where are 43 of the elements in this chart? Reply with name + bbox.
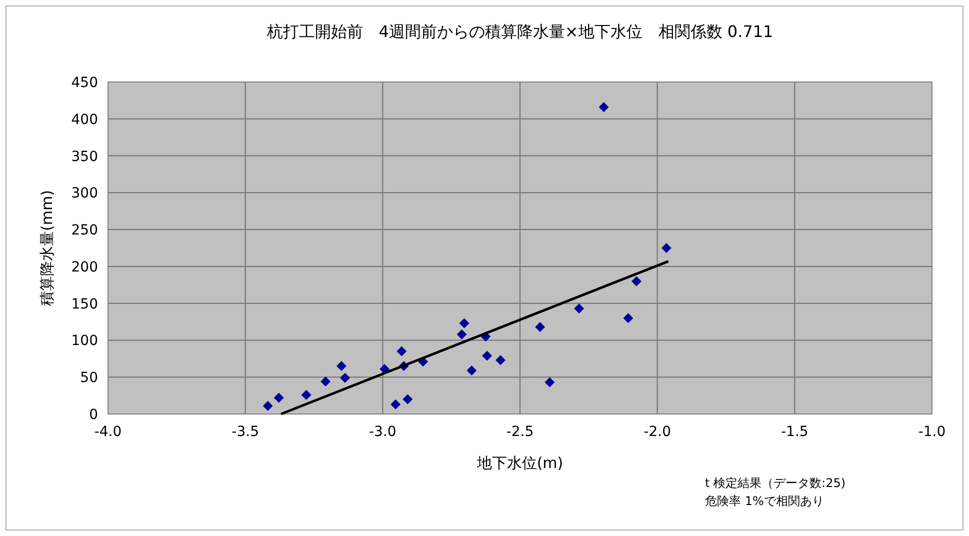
y-axis-title: 積算降水量(mm): [38, 190, 56, 306]
y-tick-label: 150: [71, 296, 98, 312]
y-tick-label: 50: [80, 370, 98, 386]
y-tick-label: 0: [89, 407, 98, 423]
point: [459, 318, 470, 328]
point: [623, 313, 634, 324]
point: [402, 394, 413, 404]
x-axis-title: 地下水位(m): [476, 454, 564, 472]
x-tick-label: -1.5: [781, 424, 808, 440]
y-tick-label: 450: [71, 75, 98, 91]
point: [466, 365, 477, 376]
point: [598, 102, 609, 112]
point: [661, 243, 672, 253]
y-tick-label: 100: [71, 333, 98, 350]
point: [396, 346, 407, 356]
point: [456, 329, 467, 340]
y-tick-label: 250: [71, 222, 98, 239]
x-tick-label: -4.0: [94, 424, 122, 440]
point: [274, 392, 284, 403]
x-tick-label: -2.0: [644, 424, 671, 440]
point: [390, 399, 401, 410]
x-tick-label: -2.5: [506, 424, 534, 440]
chart-title: 杭打工開始前 4週間前からの積算降水量×地下水位 相関係数 0.711: [266, 22, 774, 41]
point: [336, 361, 346, 372]
point: [631, 276, 642, 286]
text: 危険率 1%で相関あり: [705, 494, 824, 508]
point: [535, 322, 546, 332]
point: [301, 390, 312, 400]
x-tick-label: -1.0: [918, 424, 946, 440]
y-tick-label: 300: [71, 186, 98, 202]
point: [496, 355, 506, 366]
text: t 検定結果（データ数:25): [705, 476, 846, 490]
point: [544, 377, 555, 388]
point: [320, 376, 331, 387]
point: [574, 304, 584, 314]
y-tick-label: 200: [71, 259, 98, 276]
y-tick-label: 350: [71, 148, 98, 165]
y-tick-label: 400: [71, 112, 98, 128]
point: [262, 400, 273, 411]
point: [482, 350, 492, 361]
x-tick-label: -3.0: [369, 424, 396, 440]
point: [340, 372, 350, 383]
x-tick-label: -3.5: [232, 424, 259, 440]
